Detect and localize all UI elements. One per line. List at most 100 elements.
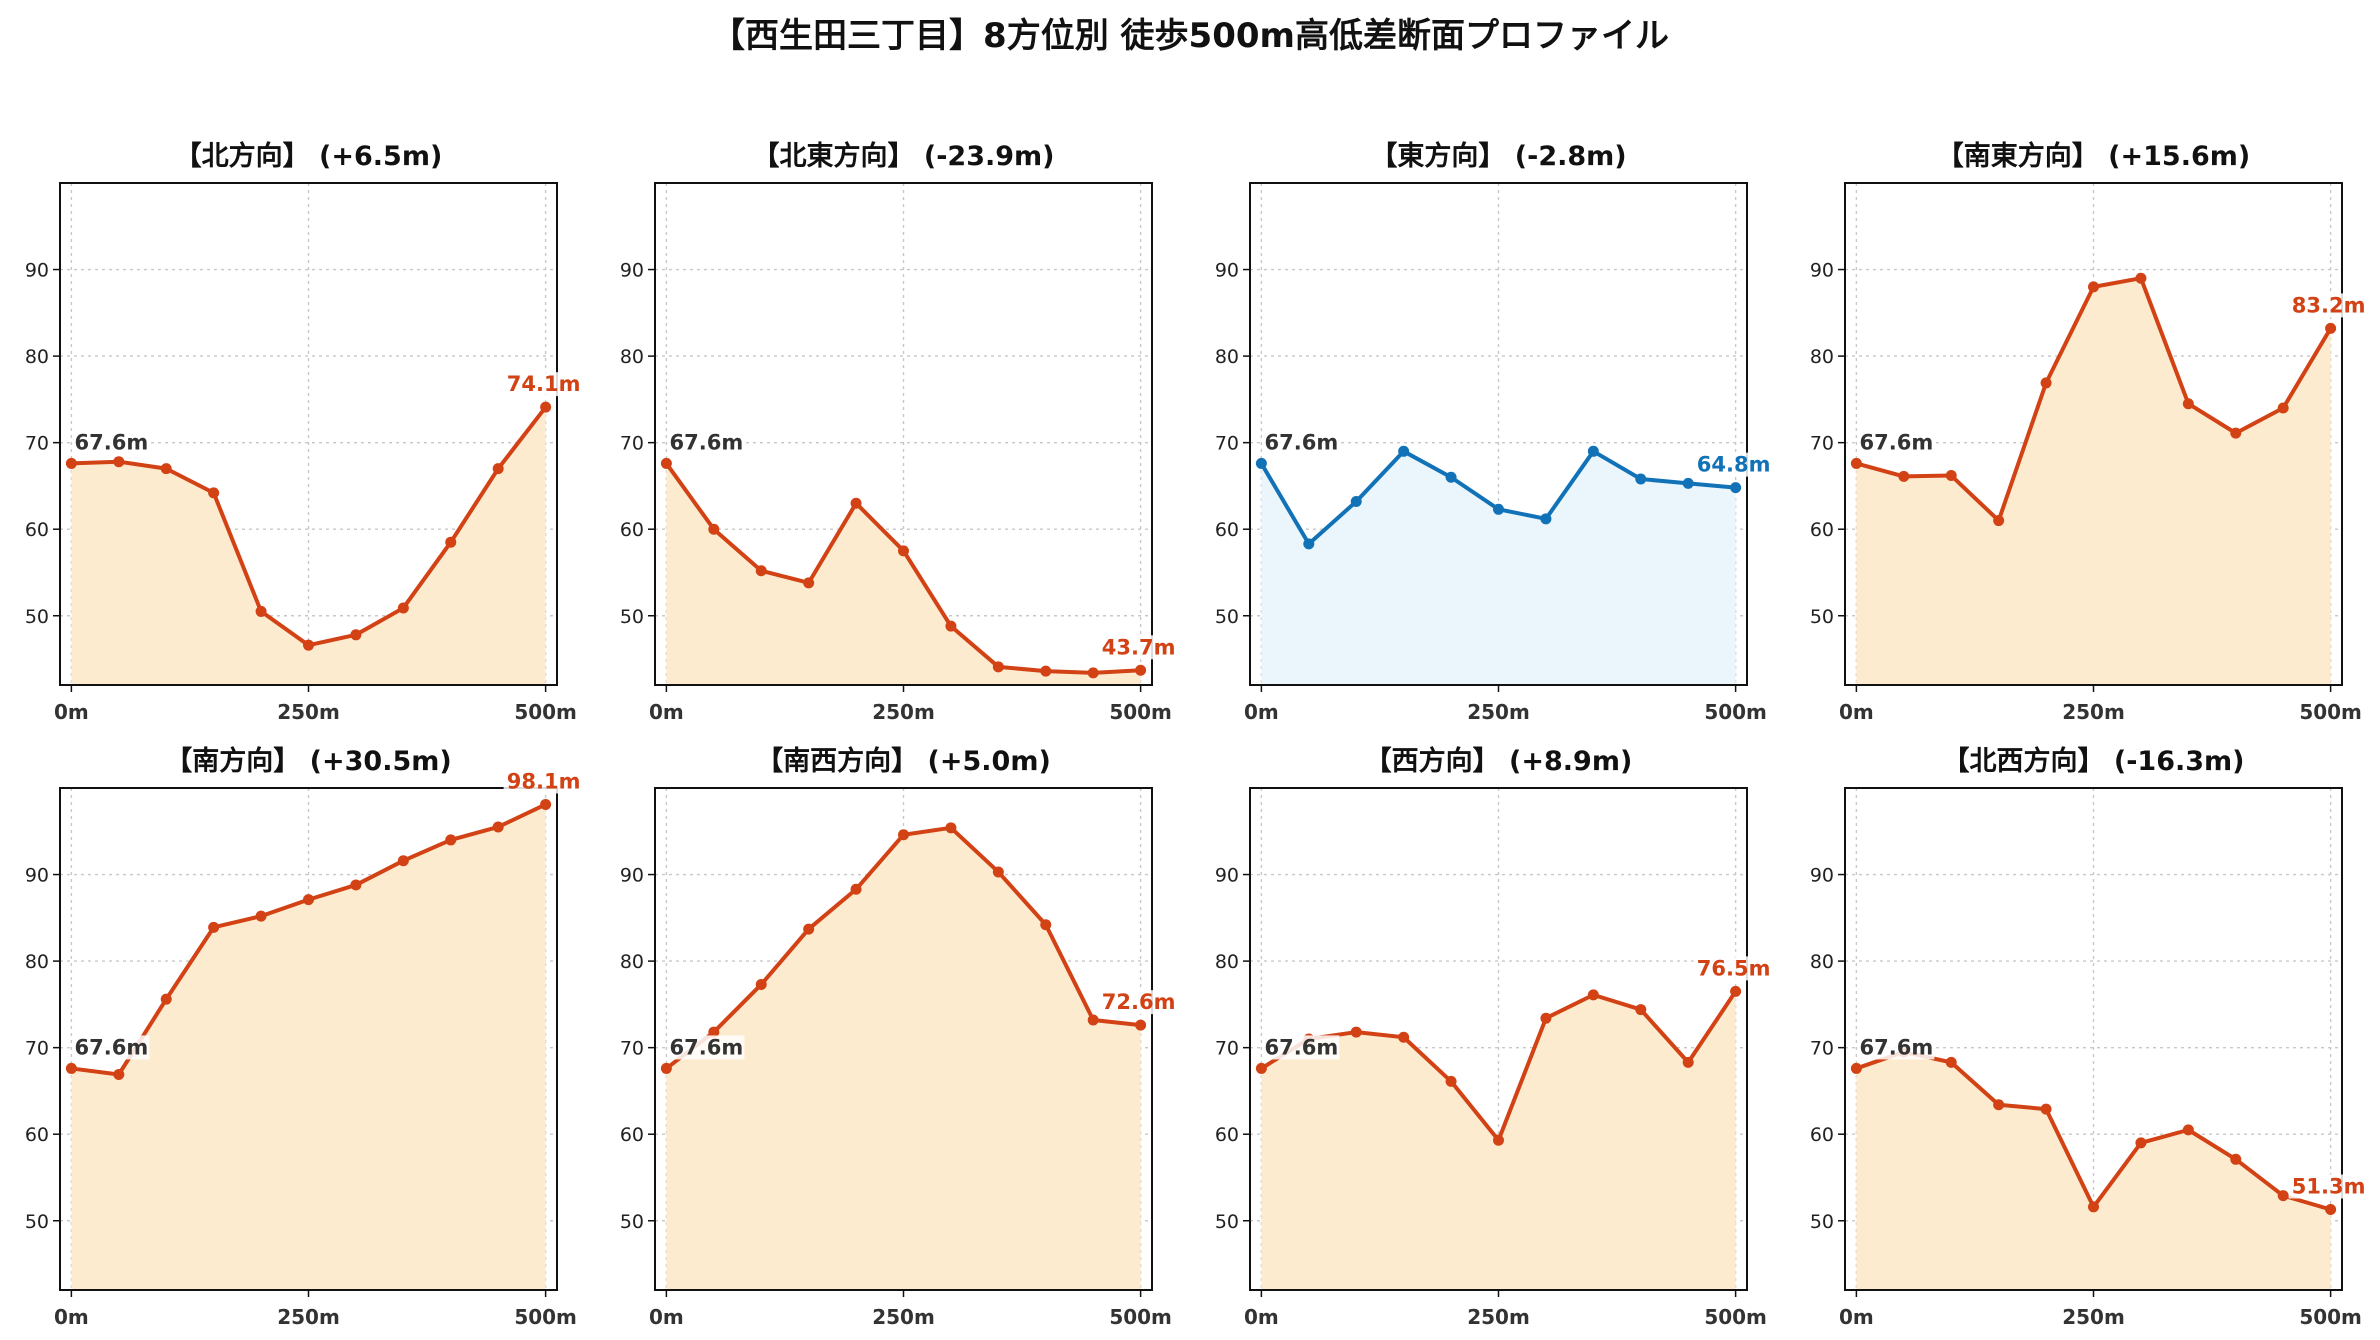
data-point: [1587, 989, 1599, 1001]
y-tick-label: 70: [620, 433, 644, 455]
y-tick-label: 50: [1215, 1211, 1239, 1233]
x-tick-label: 250m: [277, 700, 340, 724]
x-tick-label: 500m: [514, 1305, 577, 1329]
x-tick-label: 0m: [1839, 1305, 1874, 1329]
y-tick-label: 80: [25, 346, 49, 368]
data-point: [160, 993, 172, 1005]
data-point: [2325, 322, 2337, 334]
x-tick-label: 500m: [1704, 1305, 1767, 1329]
data-point: [1993, 515, 2005, 527]
data-point: [1898, 470, 1910, 482]
data-point: [1635, 473, 1647, 485]
y-tick-label: 50: [25, 606, 49, 628]
start-label-bg: [668, 1035, 745, 1060]
x-tick-label: 250m: [2062, 1305, 2125, 1329]
y-tick-label: 50: [1215, 606, 1239, 628]
data-point: [1587, 445, 1599, 457]
y-tick-label: 80: [1215, 346, 1239, 368]
area-fill: [1261, 451, 1736, 685]
end-value-label: 51.3m: [2292, 1175, 2366, 1199]
data-point: [755, 565, 767, 577]
data-point: [803, 923, 815, 935]
x-tick-label: 500m: [2299, 700, 2362, 724]
y-tick-label: 90: [620, 260, 644, 282]
start-value-label: 67.6m: [670, 430, 744, 454]
data-point: [2135, 272, 2147, 284]
data-point: [1945, 1056, 1957, 1068]
y-tick-label: 60: [620, 1124, 644, 1146]
data-point: [1493, 503, 1504, 515]
y-tick-label: 50: [1810, 1211, 1834, 1233]
start-label-bg: [668, 430, 745, 455]
panel-title: 【南西方向】 (+5.0m): [756, 745, 1051, 777]
start-value-label: 67.6m: [1860, 430, 1934, 454]
area-fill: [666, 463, 1141, 685]
x-tick-label: 0m: [54, 700, 89, 724]
panel-8: 【北西方向】 (-16.3m) 50 60 70 80 90 0m 250m 500m 67.6m…: [1810, 745, 2369, 1329]
data-point: [1850, 1062, 1862, 1074]
y-tick-label: 50: [620, 606, 644, 628]
data-point: [1087, 1014, 1099, 1026]
data-point: [208, 921, 220, 933]
y-tick-label: 80: [25, 951, 49, 973]
data-point: [898, 545, 909, 557]
data-point: [1040, 919, 1052, 931]
y-tick-label: 50: [1810, 606, 1834, 628]
x-tick-label: 0m: [649, 700, 684, 724]
data-point: [2277, 1190, 2289, 1202]
start-label-bg: [1858, 1035, 1935, 1060]
start-label-bg: [1263, 1035, 1340, 1060]
data-point: [1850, 457, 1862, 469]
y-tick-label: 90: [1215, 260, 1239, 282]
y-tick-label: 50: [620, 1211, 644, 1233]
x-tick-label: 250m: [2062, 700, 2125, 724]
data-point: [1682, 477, 1694, 489]
data-point: [492, 463, 504, 475]
data-point: [1255, 457, 1267, 469]
y-tick-label: 70: [1215, 1038, 1239, 1060]
data-point: [1993, 1099, 2005, 1111]
data-point: [2230, 1153, 2242, 1165]
data-point: [945, 620, 957, 632]
data-point: [113, 456, 125, 468]
data-point: [1350, 1026, 1362, 1038]
x-tick-label: 500m: [1109, 1305, 1172, 1329]
start-value-label: 67.6m: [1265, 430, 1339, 454]
x-tick-label: 0m: [649, 1305, 684, 1329]
panel-title: 【東方向】 (-2.8m): [1370, 140, 1626, 172]
data-point: [708, 523, 720, 535]
main-title: 【西生田三丁目】8方位別 徒歩500m高低差断面プロファイル: [711, 16, 1669, 56]
x-tick-label: 500m: [514, 700, 577, 724]
data-point: [755, 978, 767, 990]
data-point: [208, 487, 220, 499]
y-tick-label: 60: [1215, 519, 1239, 541]
start-label-bg: [73, 430, 150, 455]
y-tick-label: 60: [25, 1124, 49, 1146]
y-tick-label: 50: [25, 1211, 49, 1233]
data-point: [1135, 1019, 1147, 1031]
data-point: [2135, 1137, 2147, 1149]
y-tick-label: 80: [1810, 951, 1834, 973]
panel-3: 【東方向】 (-2.8m) 50 60 70 80 90 0m 250m 500m 67.6m 64…: [1215, 140, 1774, 724]
y-tick-label: 90: [1810, 865, 1834, 887]
end-value-label: 74.1m: [507, 372, 581, 396]
data-point: [708, 1026, 720, 1038]
end-label-bg: [1693, 452, 1774, 477]
data-point: [1087, 667, 1099, 679]
data-point: [1398, 1031, 1410, 1043]
data-point: [898, 829, 909, 841]
data-point: [1945, 470, 1957, 482]
panel-5: 【南方向】 (+30.5m) 50 60 70 80 90 0m 250m 500m 67.6m 9…: [25, 745, 584, 1329]
data-point: [303, 639, 314, 651]
start-value-label: 67.6m: [75, 1035, 149, 1059]
x-tick-label: 250m: [872, 700, 935, 724]
y-tick-label: 80: [1215, 951, 1239, 973]
data-point: [992, 866, 1004, 878]
x-tick-label: 500m: [1109, 700, 1172, 724]
area-fill: [666, 827, 1141, 1290]
data-point: [1445, 1075, 1457, 1087]
data-point: [1635, 1004, 1647, 1016]
panel-title: 【北西方向】 (-16.3m): [1942, 745, 2244, 777]
data-point: [540, 401, 552, 413]
